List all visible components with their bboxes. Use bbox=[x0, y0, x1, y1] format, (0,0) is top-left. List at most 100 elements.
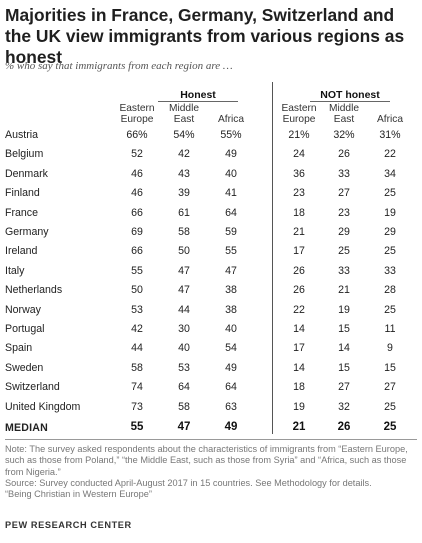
data-cell: 11 bbox=[384, 323, 396, 335]
data-cell: 66% bbox=[126, 129, 148, 141]
row-label: Portugal bbox=[5, 323, 45, 335]
data-cell: 33 bbox=[338, 167, 350, 180]
median-label: MEDIAN bbox=[5, 422, 48, 434]
row-label: Sweden bbox=[5, 361, 44, 374]
data-cell: 25 bbox=[384, 245, 396, 258]
data-cell: 49 bbox=[225, 148, 237, 161]
data-cell: 27 bbox=[338, 187, 350, 200]
note-text: Note: The survey asked respondents about… bbox=[5, 444, 408, 477]
data-cell: 17 bbox=[293, 245, 305, 258]
column-header: Middle East bbox=[328, 103, 359, 125]
data-cell: 55 bbox=[131, 264, 143, 277]
row-label: Belgium bbox=[5, 148, 44, 161]
data-cell: 49 bbox=[225, 361, 237, 374]
data-cell: 42 bbox=[178, 148, 190, 161]
data-cell: 22 bbox=[384, 148, 396, 161]
pew-logo-text: PEW RESEARCH CENTER bbox=[5, 520, 132, 530]
data-cell: 46 bbox=[131, 167, 143, 180]
data-cell: 19 bbox=[293, 400, 305, 413]
row-label: Austria bbox=[5, 129, 38, 141]
data-cell: 54 bbox=[225, 342, 237, 355]
data-cell: 21% bbox=[288, 129, 310, 141]
data-cell: 30 bbox=[178, 323, 190, 335]
data-cell: 25 bbox=[384, 187, 396, 200]
not-honest-underline bbox=[310, 101, 390, 102]
data-cell: 15 bbox=[384, 361, 396, 374]
data-cell: 64 bbox=[178, 381, 190, 394]
data-cell: 53 bbox=[131, 303, 143, 316]
row-label: Germany bbox=[5, 226, 49, 238]
data-cell: 39 bbox=[178, 187, 190, 200]
data-cell: 47 bbox=[178, 284, 190, 297]
data-cell: 14 bbox=[293, 323, 305, 335]
footer-rule bbox=[5, 439, 417, 440]
data-cell: 64 bbox=[225, 381, 237, 394]
data-cell: 61 bbox=[178, 206, 190, 219]
data-cell: 46 bbox=[131, 187, 143, 200]
median-cell: 49 bbox=[224, 421, 238, 433]
median-cell: 47 bbox=[177, 421, 191, 433]
data-cell: 55 bbox=[225, 245, 237, 258]
data-cell: 47 bbox=[178, 264, 190, 277]
median-cell: 55 bbox=[130, 421, 144, 433]
median-cell: 25 bbox=[383, 421, 397, 433]
group-label-not-honest: NOT honest bbox=[320, 89, 380, 101]
data-cell: 24 bbox=[293, 148, 305, 161]
row-label: Finland bbox=[5, 187, 40, 200]
data-cell: 59 bbox=[225, 226, 237, 238]
data-cell: 23 bbox=[338, 206, 350, 219]
data-cell: 19 bbox=[338, 303, 350, 316]
median-cell: 21 bbox=[292, 421, 306, 433]
data-cell: 73 bbox=[131, 400, 143, 413]
data-cell: 31% bbox=[379, 129, 401, 141]
data-cell: 29 bbox=[338, 226, 350, 238]
data-cell: 52 bbox=[131, 148, 143, 161]
row-label: Spain bbox=[5, 342, 33, 355]
row-label: Switzerland bbox=[5, 381, 60, 394]
data-cell: 40 bbox=[225, 323, 237, 335]
data-cell: 50 bbox=[131, 284, 143, 297]
row-label: Ireland bbox=[5, 245, 38, 258]
data-cell: 18 bbox=[293, 381, 305, 394]
data-cell: 40 bbox=[178, 342, 190, 355]
data-cell: 15 bbox=[338, 361, 350, 374]
data-cell: 47 bbox=[225, 264, 237, 277]
data-cell: 50 bbox=[178, 245, 190, 258]
row-label: United Kingdom bbox=[5, 400, 81, 413]
data-cell: 36 bbox=[293, 167, 305, 180]
median-cell: 26 bbox=[337, 421, 351, 433]
data-cell: 55% bbox=[220, 129, 242, 141]
data-cell: 58 bbox=[178, 226, 190, 238]
data-cell: 43 bbox=[178, 167, 190, 180]
data-cell: 19 bbox=[384, 206, 396, 219]
data-cell: 21 bbox=[293, 226, 305, 238]
data-cell: 15 bbox=[338, 323, 350, 335]
chart-subtitle: % who say that immigrants from each regi… bbox=[5, 60, 233, 72]
data-cell: 14 bbox=[338, 342, 350, 355]
data-cell: 42 bbox=[131, 323, 143, 335]
row-label: France bbox=[5, 206, 38, 219]
data-cell: 26 bbox=[293, 264, 305, 277]
group-label-honest: Honest bbox=[180, 89, 216, 101]
row-label: Italy bbox=[5, 264, 25, 277]
data-cell: 25 bbox=[384, 400, 396, 413]
column-header: Middle East bbox=[168, 103, 199, 125]
data-cell: 26 bbox=[293, 284, 305, 297]
data-cell: 44 bbox=[131, 342, 143, 355]
data-cell: 23 bbox=[293, 187, 305, 200]
data-cell: 38 bbox=[225, 303, 237, 316]
data-cell: 74 bbox=[131, 381, 143, 394]
data-cell: 66 bbox=[131, 245, 143, 258]
data-cell: 53 bbox=[178, 361, 190, 374]
row-label: Norway bbox=[5, 303, 41, 316]
chart-title: Majorities in France, Germany, Switzerla… bbox=[5, 5, 405, 67]
column-header: Eastern Europe bbox=[119, 103, 155, 125]
row-label: Denmark bbox=[5, 167, 48, 180]
data-cell: 17 bbox=[293, 342, 305, 355]
group-divider bbox=[272, 82, 273, 434]
data-cell: 32% bbox=[333, 129, 355, 141]
data-cell: 38 bbox=[225, 284, 237, 297]
data-cell: 44 bbox=[178, 303, 190, 316]
data-cell: 64 bbox=[225, 206, 237, 219]
data-cell: 14 bbox=[293, 361, 305, 374]
